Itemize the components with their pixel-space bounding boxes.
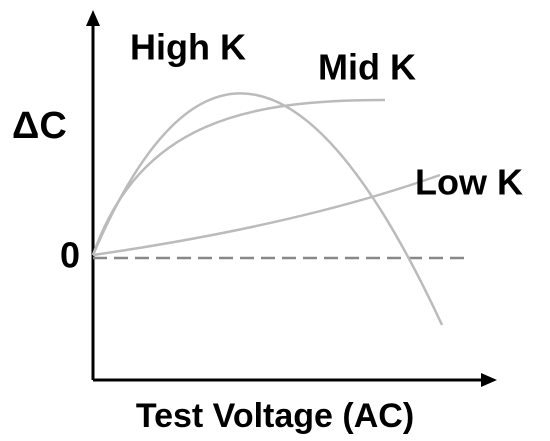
curve-label: High K	[130, 27, 246, 68]
high-k-curve	[91, 92, 444, 326]
curve-label: Mid K	[318, 47, 416, 88]
y-axis-arrow	[86, 10, 100, 26]
y-axis-label: ΔC	[12, 105, 67, 147]
curve-label: Low K	[415, 162, 523, 203]
mid-k-curve	[91, 98, 386, 256]
x-axis-label: Test Voltage (AC)	[136, 397, 414, 435]
x-axis-arrow	[481, 373, 497, 387]
zero-label: 0	[60, 235, 80, 276]
low-k-curve	[92, 173, 441, 257]
